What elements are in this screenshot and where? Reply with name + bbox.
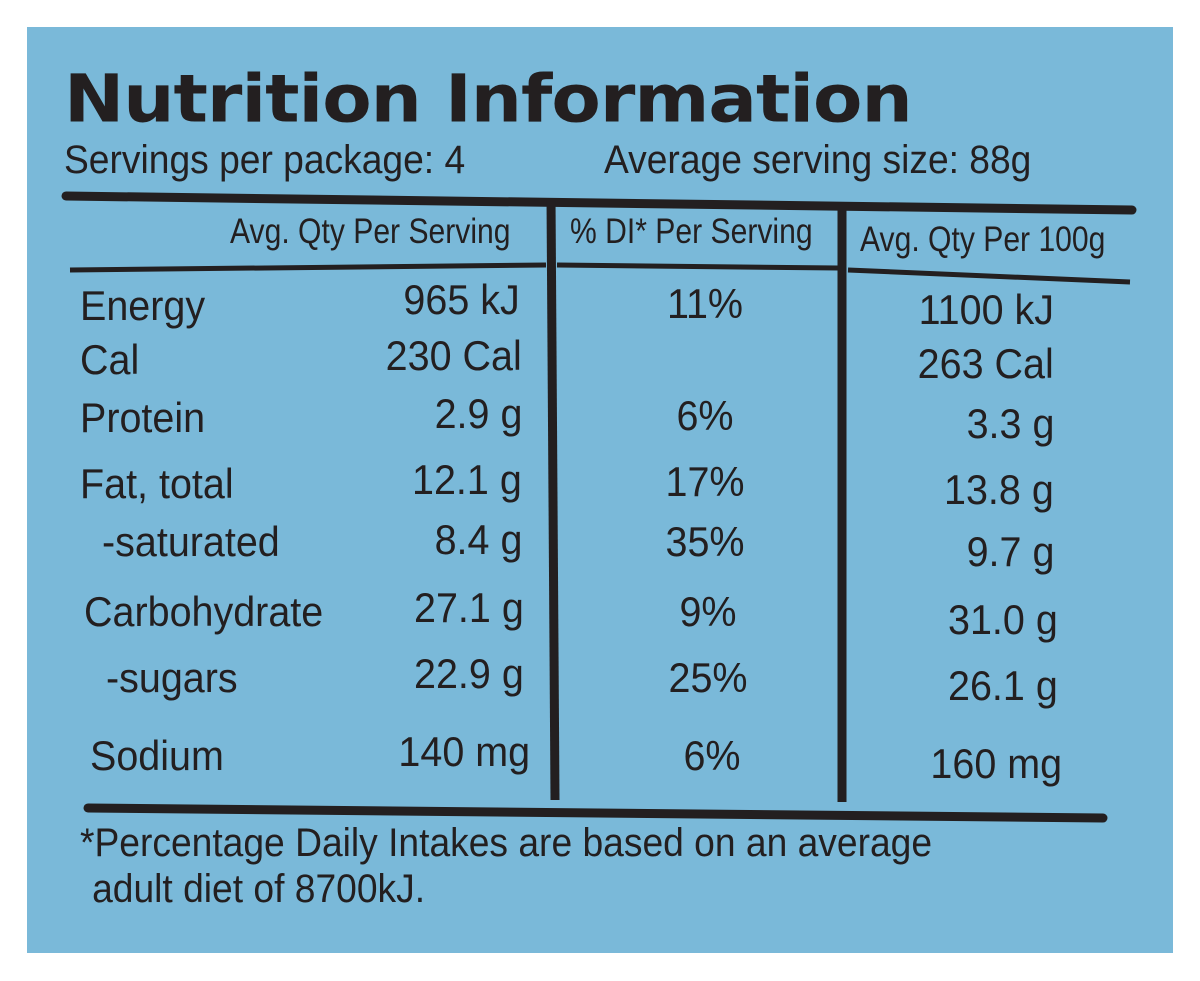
column-divider-1 — [546, 197, 560, 801]
row-saturated-label: -saturated — [102, 518, 280, 565]
row-fat-total-per-100g: 13.8 g — [944, 466, 1054, 513]
servings-per-package: Servings per package: 4 — [64, 138, 466, 182]
row-protein-label: Protein — [80, 394, 206, 441]
label-title: Nutrition Information — [64, 60, 913, 138]
row-sodium-di: 6% — [683, 732, 741, 779]
row-sugars-label: -sugars — [106, 654, 238, 701]
top-thick-rule — [61, 191, 1137, 215]
row-fat-total-label: Fat, total — [80, 460, 234, 507]
row-carbohydrate-label: Carbohydrate — [84, 588, 324, 635]
header-rule-col2 — [556, 262, 839, 271]
row-protein-di: 6% — [676, 392, 734, 439]
row-sugars-per-100g: 26.1 g — [948, 662, 1058, 709]
row-sugars-per-serving: 22.9 g — [414, 650, 524, 697]
row-saturated-per-100g: 9.7 g — [966, 528, 1054, 575]
row-carbohydrate-per-serving: 27.1 g — [414, 584, 524, 631]
row-cal-per-100g: 263 Cal — [917, 340, 1054, 387]
header-rule-col3 — [847, 267, 1131, 285]
footnote-line-2: adult diet of 8700kJ. — [92, 867, 426, 911]
row-sodium-label: Sodium — [90, 732, 224, 779]
row-cal-label: Cal — [80, 336, 140, 383]
row-sodium-per-100g: 160 mg — [930, 740, 1062, 787]
row-fat-total-per-serving: 12.1 g — [412, 456, 522, 503]
row-sodium-per-serving: 140 mg — [398, 728, 530, 775]
row-energy-label: Energy — [80, 282, 206, 329]
row-protein-per-serving: 2.9 g — [434, 390, 522, 437]
row-energy-di: 11% — [666, 280, 744, 327]
row-saturated-di: 35% — [665, 518, 745, 565]
column-header-per-100g: Avg. Qty Per 100g — [860, 220, 1106, 259]
row-fat-total-di: 17% — [665, 458, 745, 505]
bottom-thick-rule — [83, 803, 1108, 823]
row-carbohydrate-per-100g: 31.0 g — [948, 596, 1058, 643]
row-saturated-per-serving: 8.4 g — [434, 516, 522, 563]
row-protein-per-100g: 3.3 g — [966, 400, 1054, 447]
header-rule-col1 — [69, 262, 547, 273]
column-header-di-per-serving: % DI* Per Serving — [570, 212, 813, 251]
row-cal-per-serving: 230 Cal — [385, 332, 522, 379]
footnote: *Percentage Daily Intakes are based on a… — [80, 820, 932, 912]
label-panel — [27, 27, 1173, 953]
column-header-per-serving: Avg. Qty Per Serving — [230, 212, 511, 251]
footnote-line-1: *Percentage Daily Intakes are based on a… — [80, 821, 933, 865]
average-serving-size: Average serving size: 88g — [604, 138, 1032, 182]
row-carbohydrate-di: 9% — [679, 588, 737, 635]
row-sugars-di: 25% — [668, 654, 748, 701]
row-energy-per-serving: 965 kJ — [403, 276, 520, 323]
row-energy-per-100g: 1100 kJ — [918, 286, 1054, 333]
